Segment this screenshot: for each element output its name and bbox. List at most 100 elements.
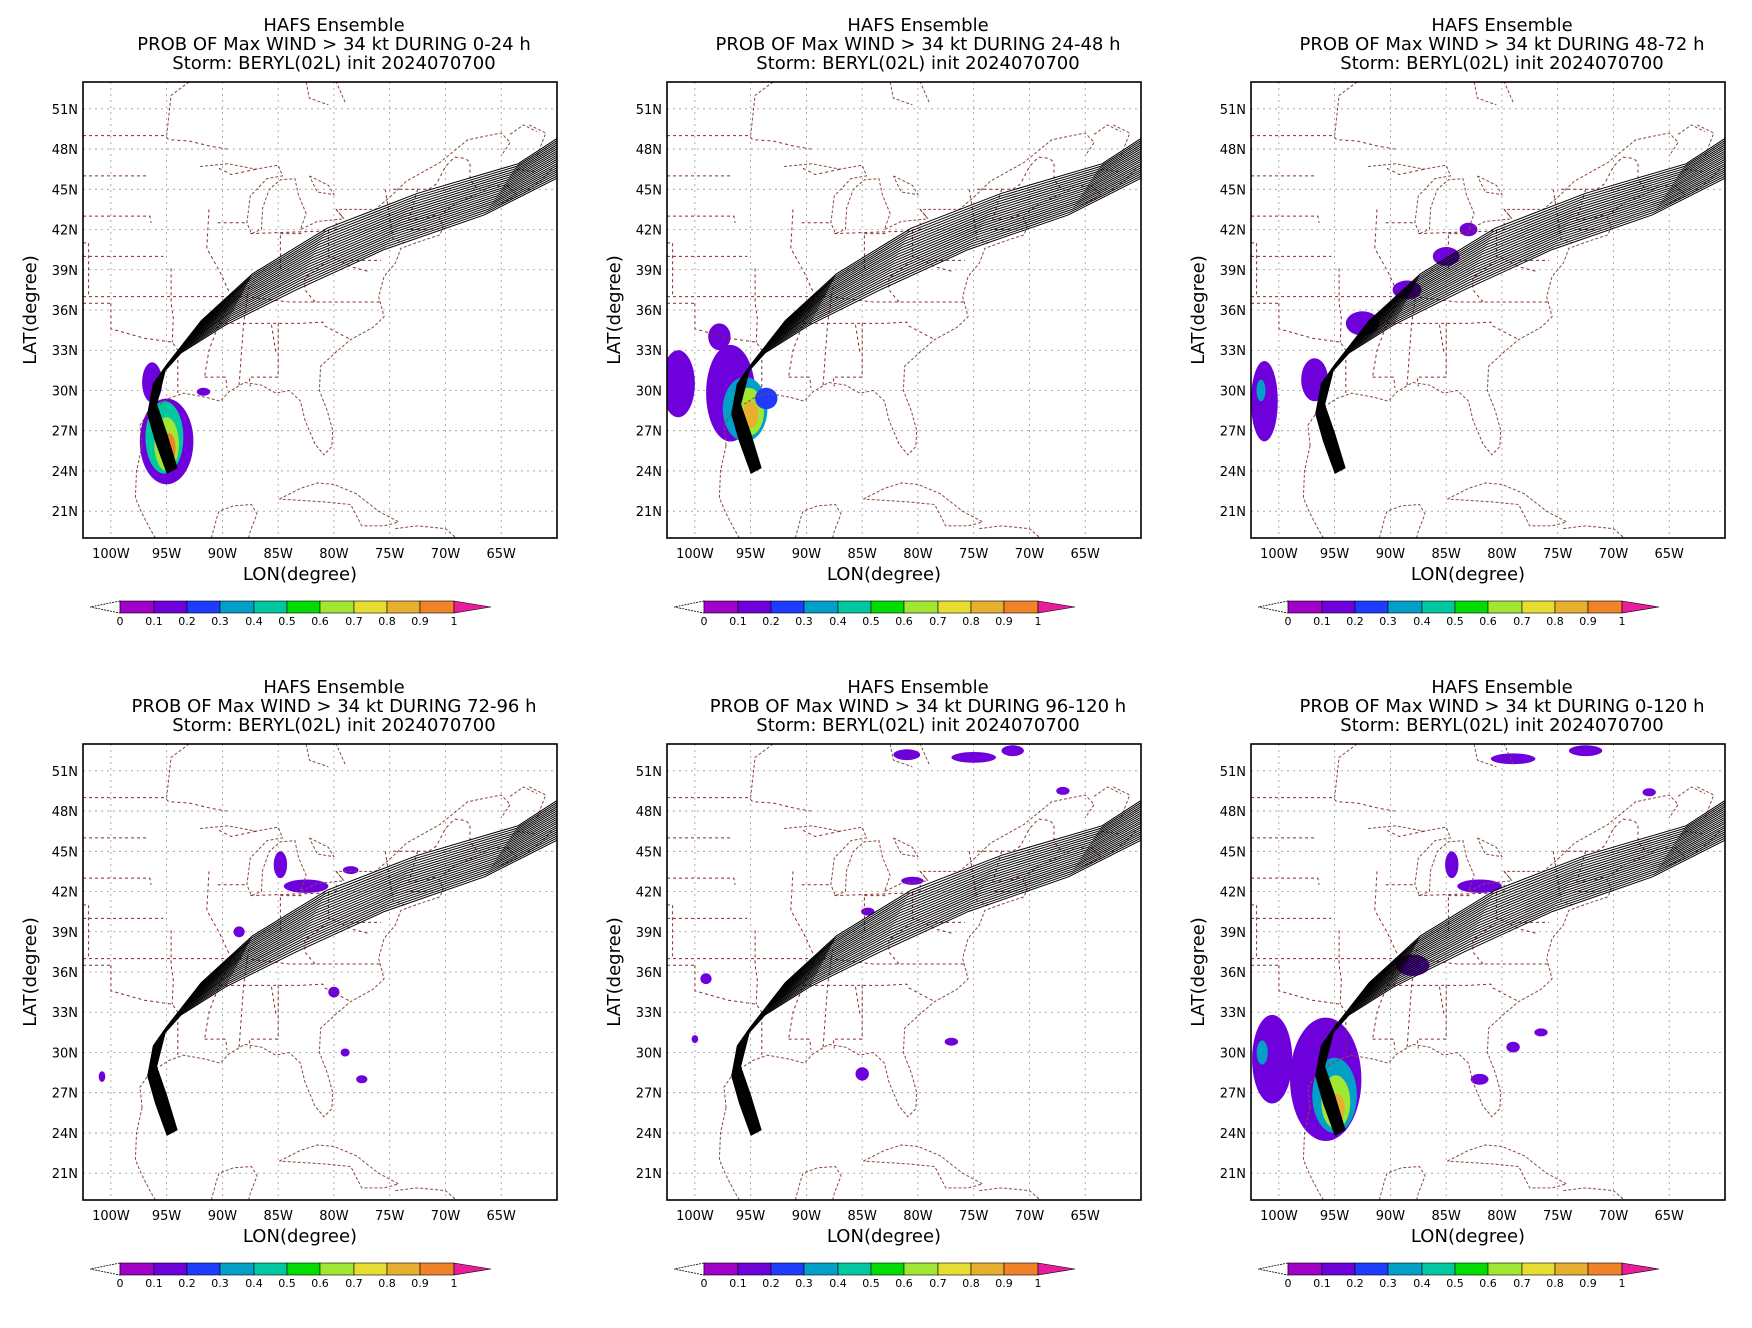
state-border <box>1385 829 1425 838</box>
x-axis-label: LON(degree) <box>827 1226 941 1247</box>
ensemble-track <box>739 802 1141 1131</box>
state-border <box>271 986 277 1015</box>
colorbar-swatch <box>770 600 805 614</box>
state-border <box>1507 921 1536 934</box>
state-border <box>83 877 152 885</box>
coastline <box>166 82 190 136</box>
ensemble-track <box>1323 142 1725 469</box>
colorbar-swatch <box>970 600 1005 614</box>
y-tick-label: 39N <box>1220 264 1246 279</box>
ensemble-track <box>1322 806 1725 1132</box>
x-tick-label: 100W <box>92 1209 130 1224</box>
colorbar-tick-label: 1 <box>1619 615 1626 628</box>
coastline <box>353 545 375 554</box>
ensemble-track <box>150 162 557 472</box>
colorbar-tick-label: 0.3 <box>795 615 813 628</box>
y-tick-label: 30N <box>52 1047 78 1062</box>
coastline <box>1503 744 1514 765</box>
coastline <box>784 132 1095 235</box>
state-border <box>788 871 816 1040</box>
y-tick-label: 27N <box>1220 425 1246 440</box>
coastline <box>305 744 329 768</box>
colorbar-tick-label: 0.5 <box>278 1277 296 1290</box>
colorbar-swatch <box>737 600 772 614</box>
colorbar-swatch <box>219 600 255 614</box>
state-border <box>694 965 763 1057</box>
state-border <box>977 818 1064 853</box>
x-tick-label: 65W <box>1654 547 1684 562</box>
coastline <box>1503 82 1514 103</box>
x-axis-label: LON(degree) <box>1411 564 1525 585</box>
colorbar-tick-label: 0.4 <box>829 1277 847 1290</box>
x-tick-label: 95W <box>152 1209 182 1224</box>
x-tick-label: 90W <box>792 547 822 562</box>
state-border <box>204 376 228 388</box>
state-border <box>83 904 90 959</box>
colorbar-tick-label: 0.4 <box>1413 615 1431 628</box>
ensemble-track <box>732 833 1141 1135</box>
chart-title-line: HAFS Ensemble <box>263 15 404 36</box>
state-border <box>667 904 674 959</box>
coastline <box>1476 837 1503 858</box>
x-tick-label: 85W <box>847 1209 877 1224</box>
ensemble-track <box>733 165 1141 473</box>
colorbar-tick-label: 0.6 <box>895 1277 913 1290</box>
x-tick-label: 95W <box>1320 1209 1350 1224</box>
colorbar-swatch <box>419 1262 455 1276</box>
state-border <box>667 135 811 150</box>
colorbar-high-arrow <box>1621 600 1660 614</box>
state-border <box>110 303 179 395</box>
coastline <box>718 1107 740 1200</box>
x-tick-label: 95W <box>152 547 182 562</box>
ensemble-track <box>147 175 557 474</box>
coastline <box>1368 132 1679 235</box>
x-tick-label: 85W <box>1431 547 1461 562</box>
ensemble-track <box>149 169 557 473</box>
colorbar-tick-label: 0.3 <box>211 615 229 628</box>
y-tick-label: 24N <box>1220 465 1246 480</box>
ensemble-track <box>153 812 557 1133</box>
ensemble-track <box>1315 177 1725 474</box>
coastline <box>1696 124 1715 156</box>
plot-frame <box>666 743 1142 1201</box>
state-border <box>801 829 841 838</box>
x-tick-label: 90W <box>1376 547 1406 562</box>
x-axis-label: LON(degree) <box>827 564 941 585</box>
state-border <box>335 871 345 882</box>
y-axis-label: LAT(degree) <box>20 917 41 1026</box>
coastline <box>750 82 774 136</box>
colorbar-swatch <box>837 1262 872 1276</box>
ensemble-track <box>734 162 1141 472</box>
state-border <box>408 876 437 883</box>
ensemble-track <box>1317 165 1725 473</box>
ensemble-track <box>1321 812 1725 1133</box>
ensemble-track <box>152 816 557 1133</box>
state-border <box>339 921 368 934</box>
probability-region <box>1001 745 1024 757</box>
colorbar-tick-label: 0.2 <box>762 1277 780 1290</box>
coastline <box>863 1144 984 1189</box>
ensemble-track <box>153 148 557 470</box>
chart-title-line: PROB OF Max WIND > 34 kt DURING 0-120 h <box>1300 696 1705 717</box>
y-tick-label: 33N <box>52 1006 78 1021</box>
plot-area <box>667 744 1141 1200</box>
plot-frame <box>82 743 558 1201</box>
state-border <box>271 324 277 353</box>
state-border <box>832 323 863 387</box>
probability-region <box>1506 1041 1520 1053</box>
y-tick-label: 33N <box>636 344 662 359</box>
ensemble-track <box>1322 808 1725 1132</box>
colorbar-swatch <box>319 1262 355 1276</box>
y-tick-label: 30N <box>1220 385 1246 400</box>
ensemble-track <box>737 810 1141 1132</box>
ensemble-track <box>1315 837 1725 1136</box>
x-tick-label: 75W <box>959 1209 989 1224</box>
y-tick-label: 39N <box>636 926 662 941</box>
coastline <box>528 786 547 818</box>
y-tick-label: 27N <box>1220 1087 1246 1102</box>
state-border <box>803 983 935 1002</box>
state-border <box>1251 904 1258 959</box>
x-tick-label: 90W <box>1376 1209 1406 1224</box>
state-border <box>204 871 232 1040</box>
probability-region <box>1470 1073 1489 1085</box>
